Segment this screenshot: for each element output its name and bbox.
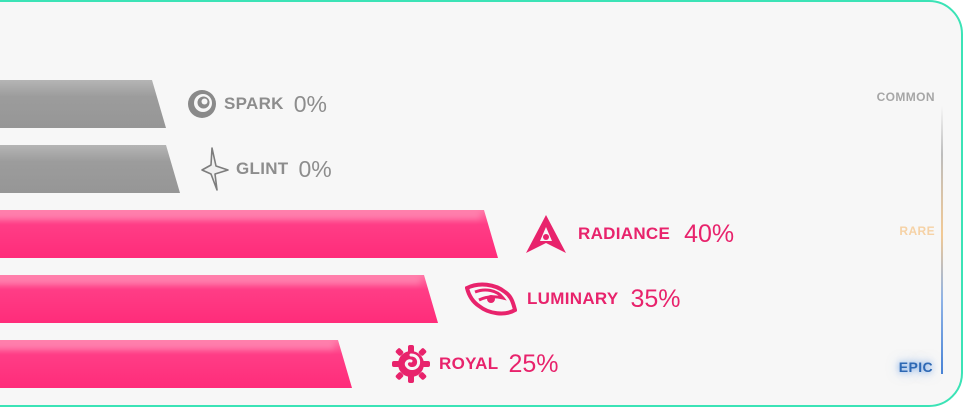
rarity-name-luminary: LUMINARY <box>527 289 619 308</box>
rarity-percent-spark: 0% <box>293 90 327 117</box>
rarity-name-glint: GLINT <box>236 159 289 178</box>
tier-label-common: COMMON <box>876 90 935 104</box>
rarity-bar-spark <box>0 80 166 128</box>
rarity-percent-royal: 25% <box>508 349 559 378</box>
rarity-bar-royal <box>0 340 352 388</box>
swirl-ring-icon <box>465 282 517 316</box>
rarity-name-radiance: RADIANCE <box>578 224 671 243</box>
rarity-name-royal: ROYAL <box>439 354 499 373</box>
four-point-star-icon <box>200 146 230 192</box>
tier-label-rare: RARE <box>899 224 935 238</box>
rarity-percent-luminary: 35% <box>630 284 681 313</box>
tier-label-epic: EPIC <box>898 359 933 375</box>
rarity-bar-radiance <box>0 210 498 258</box>
rarity-percent-radiance: 40% <box>684 219 735 248</box>
spiral-circle-icon <box>186 88 218 120</box>
rarity-percent-glint: 0% <box>298 155 332 182</box>
rarity-bar-glint <box>0 145 180 193</box>
gear-spiral-icon <box>391 344 431 384</box>
rarity-bar-luminary <box>0 275 438 323</box>
triangle-burst-icon <box>524 213 568 255</box>
tier-rail <box>941 106 943 374</box>
rarity-name-spark: SPARK <box>224 94 284 113</box>
